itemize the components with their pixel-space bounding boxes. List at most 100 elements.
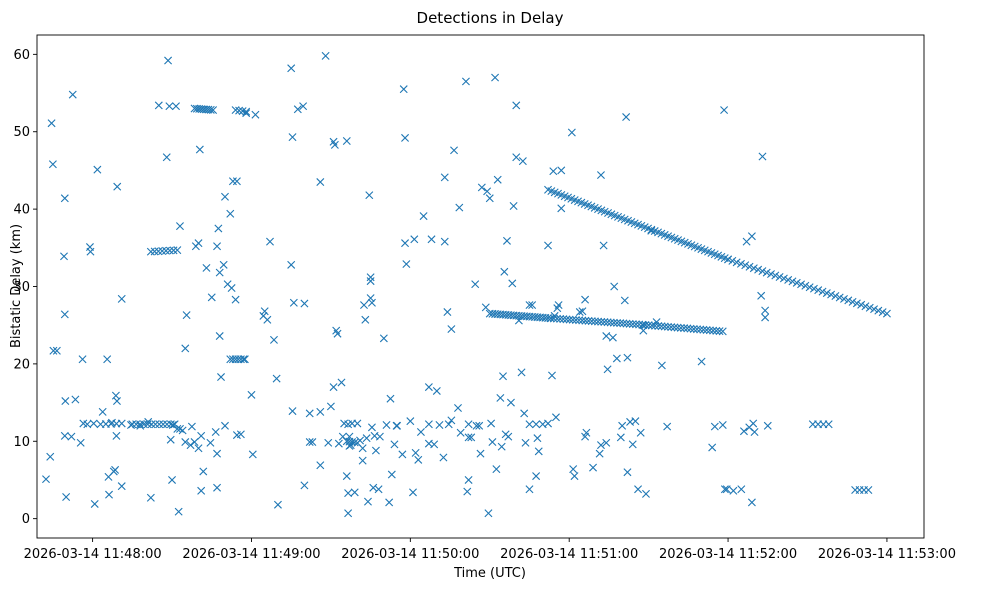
data-point-marker — [484, 509, 493, 518]
data-point-marker — [616, 433, 625, 442]
data-point-marker — [831, 292, 840, 301]
data-point-marker — [496, 393, 505, 402]
data-point-marker — [557, 204, 566, 213]
data-point-marker — [316, 461, 325, 470]
data-point-marker — [366, 273, 375, 282]
data-point-marker — [512, 153, 521, 162]
data-point-marker — [363, 497, 372, 506]
data-point-marker — [514, 316, 523, 325]
data-point-marker — [761, 306, 770, 315]
data-point-marker — [379, 334, 388, 343]
data-point-marker — [393, 421, 402, 430]
data-point-marker — [248, 450, 257, 459]
data-point-marker — [528, 301, 537, 310]
data-point-marker — [612, 354, 621, 363]
data-point-marker — [231, 295, 240, 304]
plot-area — [36, 34, 925, 539]
data-point-marker — [456, 428, 465, 437]
data-point-marker — [874, 306, 883, 315]
data-point-marker — [308, 438, 317, 447]
data-point-marker — [146, 247, 155, 256]
data-point-marker — [287, 260, 296, 269]
data-point-marker — [488, 438, 497, 447]
data-point-marker — [410, 235, 419, 244]
data-point-marker — [506, 398, 515, 407]
data-point-marker — [78, 355, 87, 364]
data-point-marker — [197, 431, 206, 440]
data-point-marker — [487, 419, 496, 428]
x-tick-label: 2026-03-14 11:48:00 — [24, 547, 162, 562]
data-point-marker — [865, 303, 874, 312]
data-point-marker — [154, 101, 163, 110]
data-point-marker — [822, 289, 831, 298]
data-point-marker — [475, 421, 484, 430]
data-point-marker — [289, 298, 298, 307]
data-point-marker — [680, 324, 689, 333]
data-point-marker — [86, 247, 95, 256]
data-point-marker — [784, 275, 793, 284]
data-points — [42, 51, 891, 518]
data-point-marker — [136, 420, 145, 429]
data-point-marker — [187, 422, 196, 431]
data-point-marker — [532, 420, 541, 429]
data-point-marker — [697, 357, 706, 366]
data-point-marker — [382, 421, 391, 430]
data-point-marker — [414, 455, 423, 464]
data-point-marker — [739, 427, 748, 436]
y-tick-label: 10 — [13, 435, 30, 450]
data-point-marker — [792, 278, 801, 287]
data-point-marker — [190, 438, 199, 447]
data-point-marker — [610, 282, 619, 291]
data-point-marker — [652, 318, 661, 327]
data-point-marker — [172, 102, 180, 111]
data-point-marker — [491, 73, 500, 82]
data-point-marker — [641, 320, 650, 329]
data-point-marker — [603, 365, 612, 374]
data-point-marker — [775, 272, 784, 281]
data-point-marker — [749, 264, 758, 273]
data-point-marker — [399, 85, 408, 94]
data-point-marker — [718, 327, 727, 336]
data-point-marker — [93, 165, 102, 174]
data-point-marker — [696, 325, 705, 334]
data-point-marker — [345, 432, 354, 441]
data-point-marker — [578, 316, 587, 325]
data-point-marker — [636, 428, 645, 437]
data-point-marker — [848, 297, 857, 306]
data-point-marker — [554, 301, 563, 310]
data-point-marker — [144, 417, 153, 426]
data-point-marker — [464, 475, 473, 484]
data-point-marker — [228, 177, 237, 186]
data-point-marker — [454, 404, 462, 412]
data-point-marker — [544, 241, 553, 250]
data-point-marker — [609, 318, 618, 327]
data-point-marker — [689, 324, 698, 333]
data-point-marker — [353, 419, 362, 428]
data-point-marker — [702, 326, 711, 335]
data-point-marker — [757, 291, 766, 300]
data-point-marker — [162, 153, 171, 162]
data-point-marker — [861, 302, 870, 311]
data-point-marker — [305, 438, 314, 447]
data-point-marker — [754, 265, 763, 274]
data-point-marker — [337, 378, 346, 387]
data-point-marker — [215, 268, 224, 277]
data-point-marker — [103, 355, 112, 364]
data-point-marker — [401, 239, 410, 248]
data-point-marker — [173, 246, 182, 255]
data-point-marker — [344, 509, 353, 518]
y-tick-label: 30 — [13, 280, 30, 295]
data-point-marker — [316, 178, 325, 187]
data-point-marker — [575, 308, 584, 317]
data-point-marker — [334, 439, 343, 448]
data-point-marker — [801, 281, 810, 290]
data-point-marker — [467, 433, 476, 442]
data-point-marker — [150, 247, 159, 256]
data-point-marker — [447, 416, 456, 425]
data-point-marker — [882, 309, 891, 318]
data-point-marker — [613, 318, 622, 327]
data-point-marker — [67, 432, 76, 441]
data-point-marker — [534, 447, 543, 456]
data-point-marker — [517, 368, 526, 377]
data-point-marker — [236, 430, 245, 439]
